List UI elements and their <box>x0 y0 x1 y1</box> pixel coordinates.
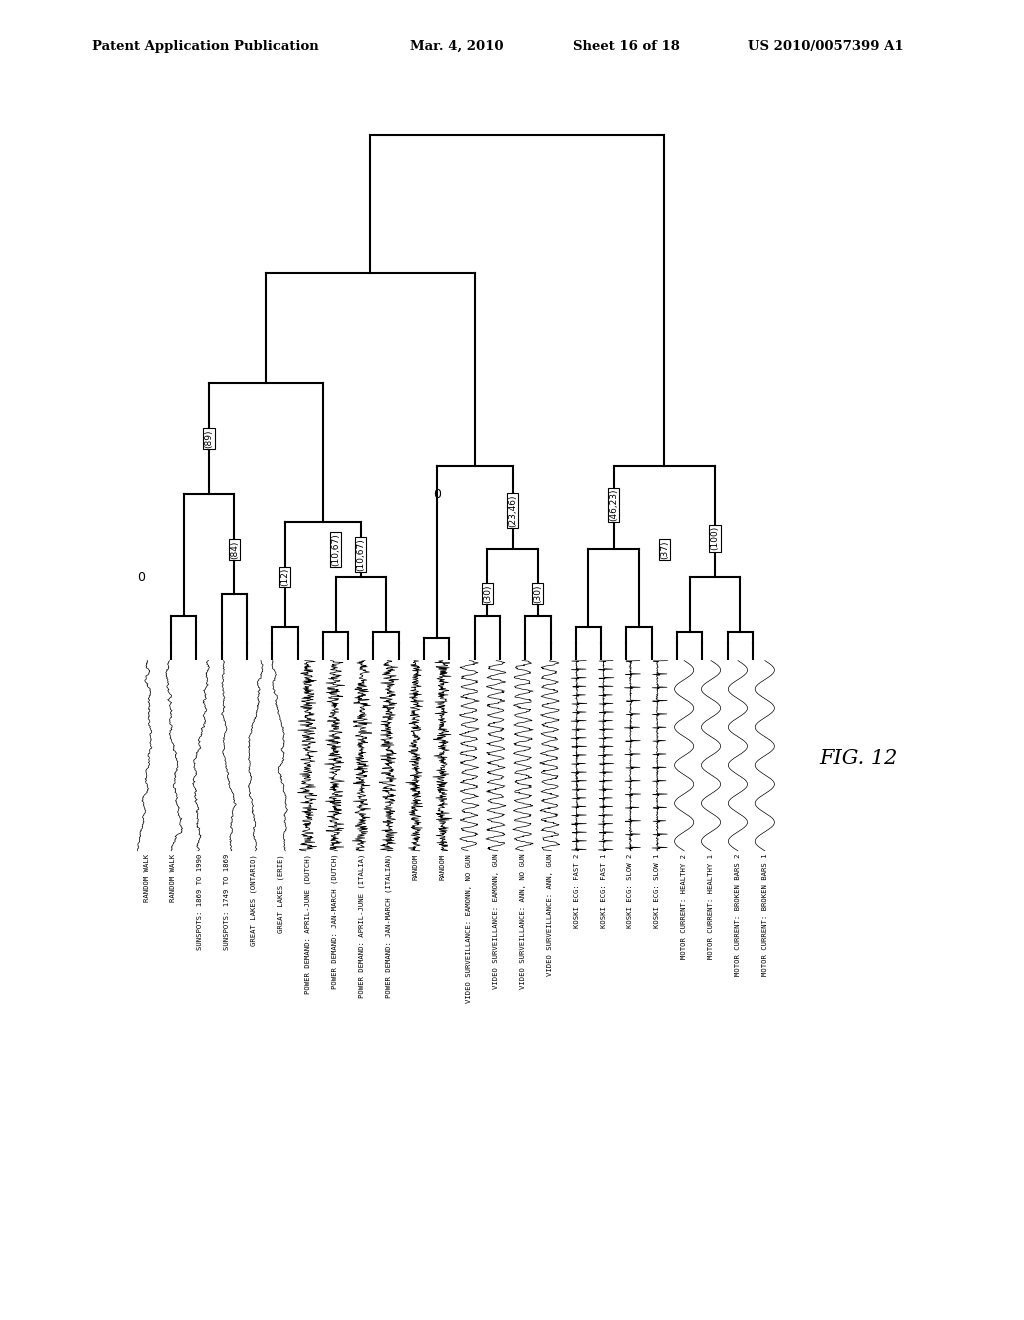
Text: GREAT LAKES (ERIE): GREAT LAKES (ERIE) <box>278 854 285 932</box>
Text: (23,46): (23,46) <box>508 495 517 527</box>
Text: (100): (100) <box>711 527 720 550</box>
Text: (12): (12) <box>281 568 290 586</box>
Text: FIG. 12: FIG. 12 <box>819 750 898 768</box>
Text: VIDEO SURVEILLANCE: ANN, GUN: VIDEO SURVEILLANCE: ANN, GUN <box>547 854 553 977</box>
Text: POWER DEMAND: APRIL-JUNE (ITALIA): POWER DEMAND: APRIL-JUNE (ITALIA) <box>358 854 365 998</box>
Text: RANDOM: RANDOM <box>413 854 419 880</box>
Text: (46,23): (46,23) <box>609 488 618 521</box>
Text: VIDEO SURVEILLANCE: EAMONN, GUN: VIDEO SURVEILLANCE: EAMONN, GUN <box>493 854 499 990</box>
Text: MOTOR CURRENT: HEALTHY 1: MOTOR CURRENT: HEALTHY 1 <box>708 854 714 958</box>
Text: (30): (30) <box>482 585 492 603</box>
Text: MOTOR CURRENT: HEALTHY 2: MOTOR CURRENT: HEALTHY 2 <box>681 854 687 958</box>
Text: KOSKI ECG: SLOW 2: KOSKI ECG: SLOW 2 <box>628 854 634 928</box>
Text: POWER DEMAND: APRIL-JUNE (DUTCH): POWER DEMAND: APRIL-JUNE (DUTCH) <box>304 854 311 994</box>
Text: KOSKI ECG: FAST 2: KOSKI ECG: FAST 2 <box>573 854 580 928</box>
Text: VIDEO SURVEILLANCE: EAMONN, NO GUN: VIDEO SURVEILLANCE: EAMONN, NO GUN <box>466 854 472 1002</box>
Text: POWER DEMAND: JAN-MARCH (DUTCH): POWER DEMAND: JAN-MARCH (DUTCH) <box>332 854 338 990</box>
Text: MOTOR CURRENT: BROKEN BARS 2: MOTOR CURRENT: BROKEN BARS 2 <box>735 854 741 977</box>
Text: 0: 0 <box>137 570 144 583</box>
Text: (30): (30) <box>534 585 543 603</box>
Text: Patent Application Publication: Patent Application Publication <box>92 40 318 53</box>
Text: (10,67): (10,67) <box>331 533 340 566</box>
Text: VIDEO SURVEILLANCE: ANN, NO GUN: VIDEO SURVEILLANCE: ANN, NO GUN <box>520 854 526 990</box>
Text: GREAT LAKES (ONTARIO): GREAT LAKES (ONTARIO) <box>251 854 257 945</box>
Text: RANDOM: RANDOM <box>439 854 445 880</box>
Text: SUNSPOTS: 1749 TO 1869: SUNSPOTS: 1749 TO 1869 <box>224 854 230 950</box>
Text: (84): (84) <box>229 540 239 558</box>
Text: (89): (89) <box>205 429 214 447</box>
Text: Sheet 16 of 18: Sheet 16 of 18 <box>573 40 680 53</box>
Text: KOSKI ECG: SLOW 1: KOSKI ECG: SLOW 1 <box>654 854 660 928</box>
Text: (10,67): (10,67) <box>356 539 366 572</box>
Text: POWER DEMAND: JAN-MARCH (ITALIAN): POWER DEMAND: JAN-MARCH (ITALIAN) <box>385 854 392 998</box>
Text: US 2010/0057399 A1: US 2010/0057399 A1 <box>748 40 903 53</box>
Text: (37): (37) <box>659 540 669 558</box>
Text: 0: 0 <box>433 487 440 500</box>
Text: RANDOM WALK: RANDOM WALK <box>170 854 176 902</box>
Text: SUNSPOTS: 1869 TO 1990: SUNSPOTS: 1869 TO 1990 <box>198 854 204 950</box>
Text: RANDOM WALK: RANDOM WALK <box>143 854 150 902</box>
Text: KOSKI ECG: FAST 1: KOSKI ECG: FAST 1 <box>600 854 606 928</box>
Text: Mar. 4, 2010: Mar. 4, 2010 <box>410 40 503 53</box>
Text: MOTOR CURRENT: BROKEN BARS 1: MOTOR CURRENT: BROKEN BARS 1 <box>762 854 768 977</box>
